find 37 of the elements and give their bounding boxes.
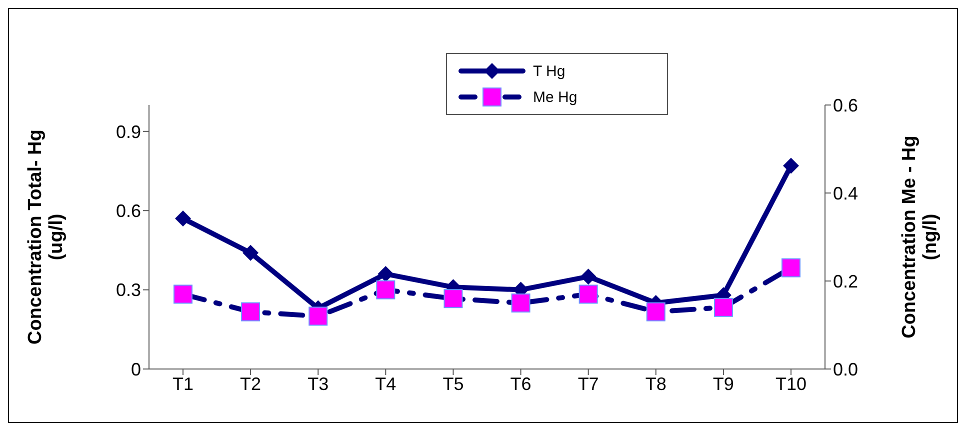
y-tick-label: 0.3 (116, 280, 141, 300)
y2-axis-title: Concentration Me - Hg (ng/l) (899, 136, 941, 338)
x-tick-label: T2 (240, 374, 262, 394)
y-tick-label: 0.6 (116, 200, 141, 221)
x-tick-label: T1 (172, 374, 194, 394)
y2-tick-label: 0.2 (833, 271, 858, 292)
y-tick-label: 0 (130, 359, 141, 380)
point (444, 289, 463, 308)
y2-tick-label: 0.0 (833, 359, 858, 380)
y2-tick-label: 0.6 (833, 95, 858, 116)
point (174, 284, 192, 304)
point (783, 158, 799, 174)
point (242, 244, 259, 261)
point (308, 306, 328, 326)
x-tick-label: T10 (775, 374, 807, 394)
y2-tick-label: 0.4 (833, 183, 858, 204)
x-tick-label: T5 (442, 374, 464, 394)
point (378, 266, 394, 282)
x-tick-label: T4 (375, 374, 396, 394)
point (578, 284, 598, 304)
x-tick-label: T7 (578, 374, 599, 394)
point (241, 302, 260, 322)
x-tick-label: T9 (712, 374, 734, 394)
point (646, 302, 666, 322)
legend-label: T Hg (533, 62, 566, 80)
x-tick-label: T3 (308, 374, 329, 394)
legend-label: Me Hg (533, 88, 578, 106)
point (714, 298, 733, 317)
point (376, 280, 396, 300)
y-axis-title: Concentration Total- Hg (ug/l) (25, 130, 67, 344)
y-tick-label: 0.9 (116, 122, 141, 142)
point (511, 294, 530, 312)
x-tick-label: T8 (645, 374, 666, 394)
point (580, 268, 596, 285)
point (782, 258, 800, 278)
point (175, 210, 191, 227)
x-tick-label: T6 (510, 374, 532, 394)
